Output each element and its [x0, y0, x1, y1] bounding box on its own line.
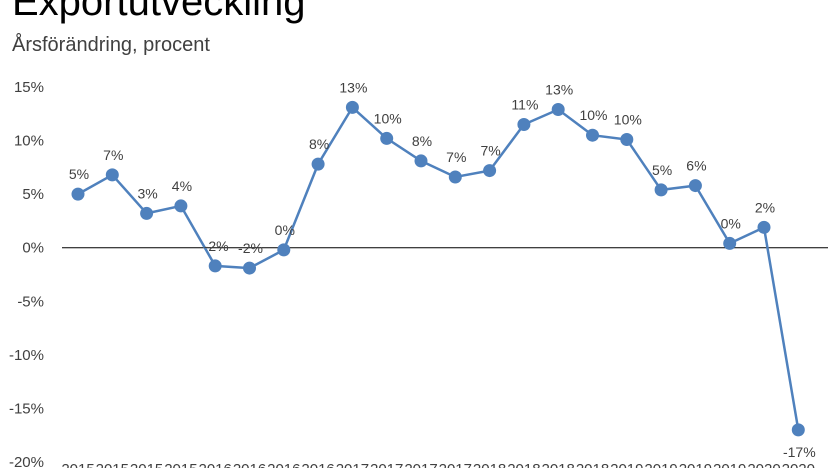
data-label: 10%: [579, 107, 607, 123]
x-tick-label: 2018: [576, 461, 609, 468]
data-point: [105, 168, 119, 182]
x-tick-label: 2015: [130, 461, 163, 468]
data-point: [688, 179, 702, 193]
x-tick-label: 2019: [610, 461, 643, 468]
data-point: [345, 100, 359, 114]
x-tick-label: 2016: [301, 461, 334, 468]
x-tick-label: 2017: [336, 461, 369, 468]
data-point: [140, 206, 154, 220]
y-tick-label: 10%: [14, 133, 44, 150]
data-point: [551, 103, 565, 116]
data-point: [380, 131, 394, 145]
y-tick-label: -5%: [17, 293, 44, 310]
x-tick-label: 2016: [233, 461, 266, 468]
data-point: [791, 423, 805, 437]
x-tick-label: 2015: [61, 461, 94, 468]
data-label: 8%: [412, 133, 432, 149]
data-label: -2%: [238, 240, 263, 256]
x-tick-label: 2016: [267, 461, 300, 468]
x-tick-label: 2015: [96, 461, 129, 468]
x-tick-label: 2018: [507, 461, 540, 468]
data-label: 7%: [480, 143, 500, 159]
x-tick-label: 2018: [473, 461, 506, 468]
data-point: [620, 133, 634, 146]
data-label: 6%: [686, 158, 706, 174]
y-tick-label: -20%: [9, 454, 44, 468]
y-tick-label: 15%: [14, 79, 44, 96]
data-label: 10%: [374, 110, 402, 126]
x-tick-label: 2019: [679, 461, 712, 468]
data-point: [311, 157, 325, 171]
x-tick-label: 2019: [644, 461, 677, 468]
x-tick-label: 2015: [164, 461, 197, 468]
data-labels: 5% 7% 3% 4% -2% -2% 0% 8% 13% 10% 8% 7% 7% 11% 13% 10% 1…: [69, 79, 816, 460]
data-label: 2%: [755, 199, 775, 215]
data-label: 0%: [275, 222, 295, 238]
x-tick-label: 2016: [199, 461, 232, 468]
y-axis-ticks: 15% 10% 5% 0% -5% -10% -15% -20%: [9, 79, 44, 468]
data-point: [174, 199, 188, 213]
data-label: -17%: [783, 444, 816, 460]
data-point: [414, 154, 428, 168]
x-tick-label: 2017: [404, 461, 437, 468]
data-label: 11%: [511, 97, 538, 113]
y-tick-label: 5%: [22, 186, 44, 203]
x-tick-label: 2017: [439, 461, 472, 468]
data-point: [208, 259, 222, 273]
data-label: -2%: [204, 238, 229, 254]
x-axis-ticks: 2015201520152015201620162016201620172017…: [61, 461, 815, 468]
y-tick-label: 0%: [22, 240, 44, 257]
data-point: [483, 164, 497, 178]
series-line: [77, 105, 800, 431]
data-point: [757, 220, 771, 234]
data-point: [71, 187, 85, 201]
data-point: [654, 183, 668, 197]
x-tick-label: 2017: [370, 461, 403, 468]
data-label: 10%: [614, 112, 642, 128]
data-label: 7%: [446, 149, 466, 165]
data-point: [517, 118, 531, 131]
data-label: 8%: [309, 136, 329, 152]
chart-subtitle: Årsförändring, procent: [12, 34, 210, 56]
y-tick-label: -10%: [9, 347, 44, 364]
x-tick-label: 2019: [713, 461, 746, 468]
data-label: 5%: [69, 166, 89, 182]
data-label: 13%: [545, 82, 573, 98]
data-point: [277, 243, 291, 257]
x-tick-label: 2020: [747, 461, 780, 468]
y-tick-label: -15%: [9, 400, 44, 417]
data-label: 5%: [652, 162, 672, 178]
data-label: 7%: [103, 147, 123, 163]
data-label: 13%: [339, 79, 367, 95]
data-points: [71, 100, 805, 437]
data-label: 3%: [137, 185, 157, 201]
data-label: 0%: [721, 215, 741, 231]
data-point: [586, 128, 599, 142]
chart-title: Exportutveckling: [12, 0, 306, 24]
data-label: 4%: [172, 178, 192, 194]
x-tick-label: 2020: [782, 461, 815, 468]
data-point: [243, 261, 256, 275]
data-point: [723, 236, 737, 250]
data-point: [448, 170, 462, 184]
x-tick-label: 2018: [542, 461, 575, 468]
